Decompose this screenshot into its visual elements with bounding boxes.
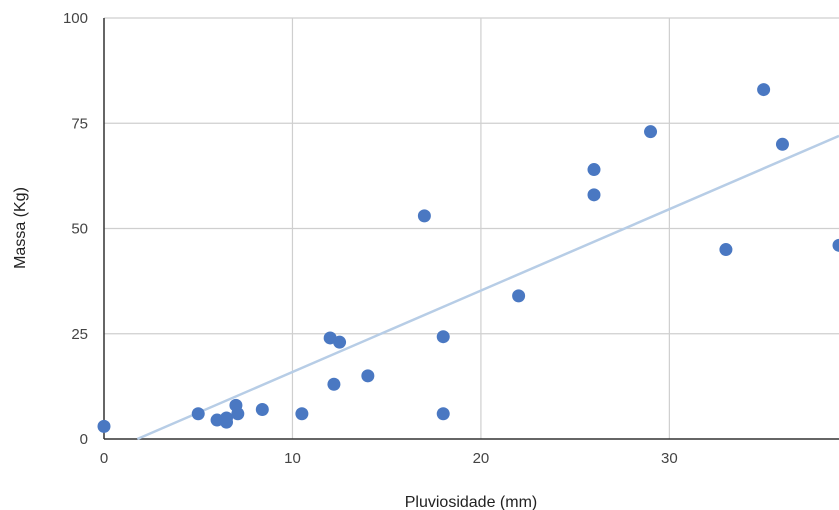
y-axis-title: Massa (Kg) <box>12 187 29 269</box>
data-point <box>775 137 789 151</box>
x-tick-label: 20 <box>473 450 490 467</box>
y-tick-label: 75 <box>71 115 88 132</box>
points-layer <box>97 83 839 433</box>
x-tick-label: 10 <box>284 450 301 467</box>
data-point <box>436 330 450 344</box>
x-tick-label: 30 <box>661 450 678 467</box>
data-point <box>255 403 269 417</box>
data-point <box>97 419 111 433</box>
y-tick-label: 50 <box>71 221 88 238</box>
trendline-layer <box>136 134 839 441</box>
data-point <box>719 243 733 257</box>
trendline <box>136 134 839 441</box>
y-tick-label: 100 <box>63 10 88 27</box>
x-tick-label: 0 <box>100 450 108 467</box>
data-point <box>436 407 450 421</box>
x-axis-title: Pluviosidade (mm) <box>405 494 537 510</box>
data-point <box>327 377 341 391</box>
axis-layer <box>103 18 839 440</box>
data-point <box>295 407 309 421</box>
tick-label-layer: 0 25 50 75 100 0 10 20 30 <box>63 10 678 467</box>
data-point <box>417 209 431 223</box>
data-point <box>220 415 233 429</box>
data-point <box>832 238 839 252</box>
data-point <box>644 125 658 139</box>
data-point <box>512 289 526 303</box>
data-point <box>361 369 375 383</box>
y-tick-label: 25 <box>71 326 88 343</box>
data-point <box>757 83 771 97</box>
grid-layer <box>104 17 839 439</box>
data-point <box>587 188 601 202</box>
y-tick-label: 0 <box>80 431 88 448</box>
data-point <box>333 335 347 349</box>
data-point <box>587 163 601 177</box>
data-point <box>231 407 245 421</box>
data-point <box>191 407 205 421</box>
